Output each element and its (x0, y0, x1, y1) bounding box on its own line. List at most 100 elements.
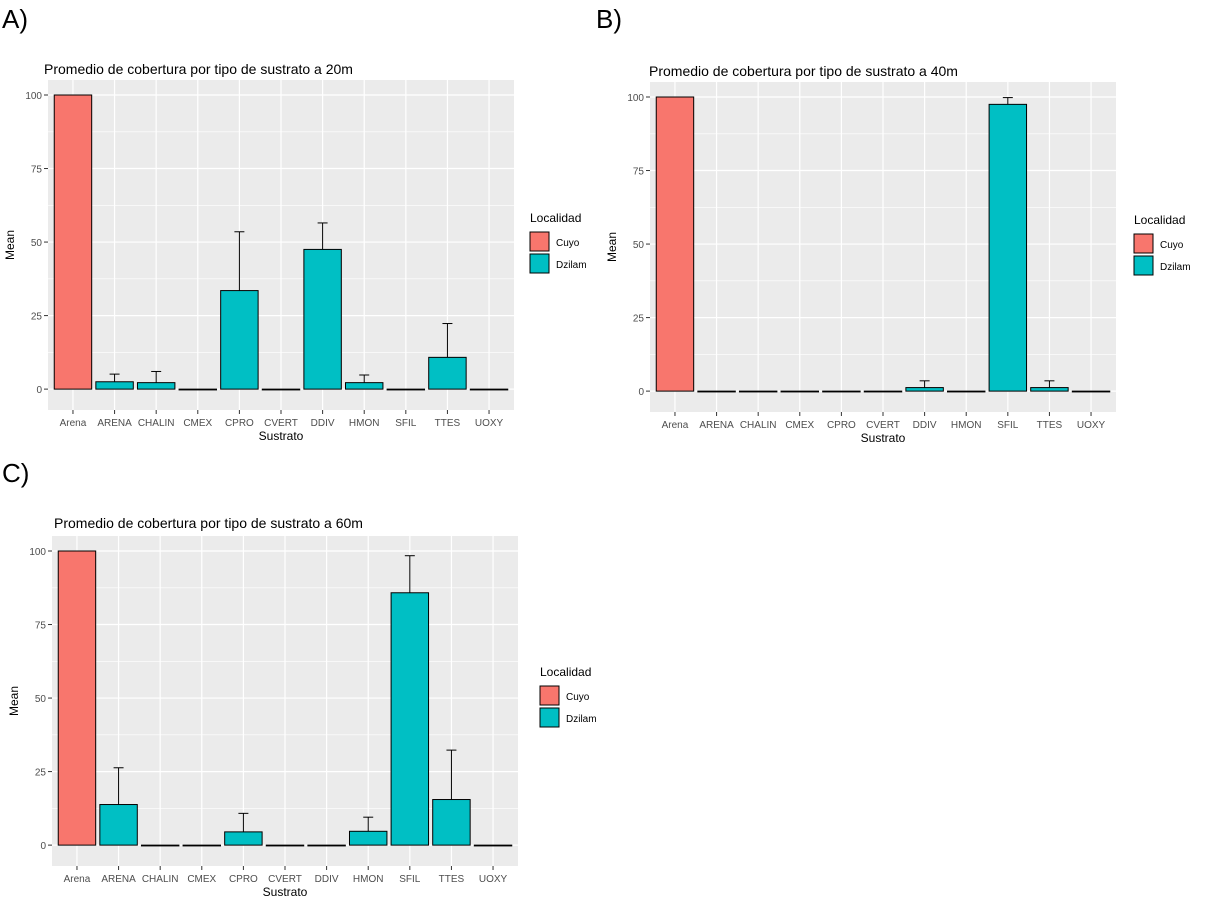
chart-title: Promedio de cobertura por tipo de sustra… (649, 63, 958, 79)
bar (473, 844, 513, 847)
legend-key (1133, 255, 1154, 276)
x-tick-label: HMON (353, 874, 384, 885)
bar (697, 390, 736, 393)
legend-key (1133, 233, 1154, 254)
y-tick-label: 100 (29, 547, 46, 558)
x-tick-label: CMEX (187, 874, 216, 885)
bar (655, 96, 695, 392)
legend-title: Localidad (530, 211, 581, 225)
x-tick-label: CPRO (827, 420, 856, 431)
bar (822, 390, 861, 393)
legend-label: Dzilam (1160, 262, 1191, 273)
x-tick-label: CPRO (225, 418, 254, 429)
y-tick-label: 100 (25, 91, 42, 102)
bar (178, 388, 218, 391)
panel-letter-a: A) (2, 4, 28, 34)
legend-label: Dzilam (556, 260, 587, 271)
bar (428, 356, 467, 390)
bar (265, 844, 305, 847)
y-tick-label: 25 (633, 314, 645, 325)
y-tick-label: 0 (40, 841, 46, 852)
y-tick-label: 50 (35, 694, 47, 705)
bar (863, 390, 903, 393)
x-tick-label: SFIL (997, 420, 1019, 431)
x-tick-label: CHALIN (138, 418, 175, 429)
x-tick-label: TTES (1037, 420, 1063, 431)
bar (220, 290, 259, 390)
x-tick-label: CMEX (785, 420, 814, 431)
x-tick-label: ARENA (699, 420, 734, 431)
x-tick-label: Arena (60, 418, 87, 429)
y-tick-label: 50 (633, 240, 645, 251)
chart-title: Promedio de cobertura por tipo de sustra… (44, 61, 353, 77)
x-tick-label: DDIV (315, 874, 339, 885)
bar (946, 390, 986, 393)
y-tick-label: 0 (36, 385, 42, 396)
bar (905, 387, 944, 392)
x-tick-label: SFIL (395, 418, 417, 429)
chart-20m: Promedio de cobertura por tipo de sustra… (3, 61, 587, 443)
bar (95, 381, 134, 390)
x-tick-label: CVERT (264, 418, 298, 429)
legend-label: Dzilam (566, 714, 597, 725)
x-axis-label: Sustrato (861, 431, 906, 445)
y-tick-label: 75 (35, 621, 47, 632)
x-tick-label: Arena (662, 420, 689, 431)
legend-key (529, 231, 550, 252)
bar (140, 844, 180, 847)
bar (348, 830, 388, 846)
bar (136, 382, 176, 390)
x-tick-label: SFIL (399, 874, 421, 885)
bar (738, 390, 778, 393)
x-tick-label: DDIV (913, 420, 937, 431)
legend-label: Cuyo (556, 238, 580, 249)
legend-title: Localidad (540, 665, 591, 679)
x-tick-label: HMON (951, 420, 982, 431)
y-tick-label: 75 (31, 165, 43, 176)
bar (390, 592, 430, 846)
chart-title: Promedio de cobertura por tipo de sustra… (54, 515, 363, 531)
chart-40m: Promedio de cobertura por tipo de sustra… (605, 63, 1191, 445)
legend-key (539, 685, 560, 706)
panel-letter-c: C) (2, 458, 30, 488)
x-tick-label: HMON (349, 418, 380, 429)
x-tick-label: CVERT (268, 874, 302, 885)
bar (1030, 387, 1069, 392)
y-axis-label: Mean (7, 686, 21, 716)
bar (303, 248, 342, 390)
bar (261, 388, 301, 391)
x-tick-label: Arena (64, 874, 91, 885)
y-axis-label: Mean (3, 230, 17, 260)
y-tick-label: 0 (638, 387, 644, 398)
bar (53, 94, 93, 390)
legend-title: Localidad (1134, 213, 1185, 227)
legend-label: Cuyo (1160, 240, 1184, 251)
x-tick-label: CVERT (866, 420, 900, 431)
y-tick-label: 50 (31, 238, 43, 249)
bar (432, 799, 471, 846)
x-tick-label: UOXY (479, 874, 508, 885)
bar (988, 103, 1028, 392)
x-tick-label: TTES (435, 418, 461, 429)
bar (99, 804, 138, 846)
bar (307, 844, 346, 847)
y-tick-label: 100 (627, 93, 644, 104)
x-tick-label: UOXY (475, 418, 504, 429)
bar (182, 844, 222, 847)
bar (224, 831, 263, 846)
x-tick-label: CHALIN (142, 874, 179, 885)
y-axis-label: Mean (605, 232, 619, 262)
bar (57, 550, 97, 846)
panel-letter-b: B) (596, 4, 622, 34)
x-tick-label: ARENA (101, 874, 136, 885)
x-tick-label: UOXY (1077, 420, 1106, 431)
legend-key (539, 707, 560, 728)
x-tick-label: TTES (439, 874, 465, 885)
bar (386, 388, 426, 391)
x-tick-label: CHALIN (740, 420, 777, 431)
x-axis-label: Sustrato (263, 885, 308, 899)
bar (344, 382, 384, 390)
x-tick-label: DDIV (311, 418, 335, 429)
x-tick-label: CPRO (229, 874, 258, 885)
x-axis-label: Sustrato (259, 429, 304, 443)
